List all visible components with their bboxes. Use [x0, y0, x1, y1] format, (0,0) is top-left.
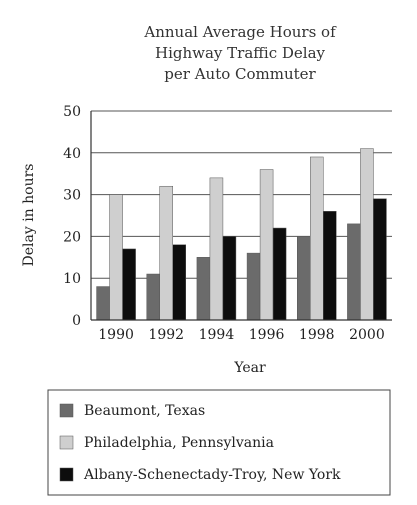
y-tick-label: 20 [63, 229, 81, 245]
x-tick-label: 1996 [249, 327, 285, 343]
y-axis-title: Delay in hours [21, 164, 37, 267]
y-tick-label: 10 [63, 271, 81, 287]
chart-title: Annual Average Hours of Highway Traffic D… [143, 23, 337, 83]
legend-swatch [59, 467, 74, 482]
bar [297, 236, 311, 321]
x-tick-label: 1992 [148, 327, 184, 343]
bar [323, 211, 337, 321]
chart-title-line: per Auto Commuter [164, 65, 316, 83]
chart-title-line: Highway Traffic Delay [155, 44, 326, 62]
y-tick-label: 40 [63, 146, 81, 162]
x-tick-label: 1994 [199, 327, 235, 343]
x-tick-label: 1990 [98, 327, 134, 343]
bar [172, 244, 186, 321]
bar [109, 194, 123, 321]
x-tick-label: 1998 [299, 327, 335, 343]
y-tick-label: 50 [63, 104, 81, 120]
gridlines [91, 110, 392, 321]
bar [310, 156, 324, 321]
bar [146, 273, 160, 321]
legend-label: Philadelphia, Pennsylvania [84, 435, 274, 451]
legend-label: Beaumont, Texas [84, 403, 205, 419]
bar [246, 252, 261, 321]
bar [259, 169, 274, 321]
legend-label: Albany-Schenectady-Troy, New York [83, 467, 341, 483]
axes [90, 111, 392, 321]
bars [96, 148, 387, 321]
chart-title-line: Annual Average Hours of [143, 23, 337, 41]
bar [272, 227, 287, 321]
bar [347, 223, 361, 321]
y-tick-label: 0 [72, 313, 81, 329]
bar [360, 148, 374, 321]
y-tick-label: 30 [63, 188, 81, 204]
legend-swatch [59, 435, 74, 450]
legend-box [47, 389, 391, 496]
bar [209, 177, 224, 321]
bar [96, 286, 110, 321]
x-axis-title: Year [233, 360, 266, 376]
bar [373, 198, 387, 321]
x-tick-label: 2000 [349, 327, 385, 343]
x-tick-labels: 1990 1992 1994 1996 1998 2000 [98, 327, 384, 343]
bar [159, 185, 173, 321]
bar [222, 236, 237, 321]
bar [196, 257, 211, 321]
legend-swatch [59, 403, 74, 418]
bar [122, 248, 136, 321]
legend: Beaumont, Texas Philadelphia, Pennsylvani… [47, 389, 391, 496]
y-tick-labels: 0 10 20 30 40 50 [63, 104, 81, 329]
